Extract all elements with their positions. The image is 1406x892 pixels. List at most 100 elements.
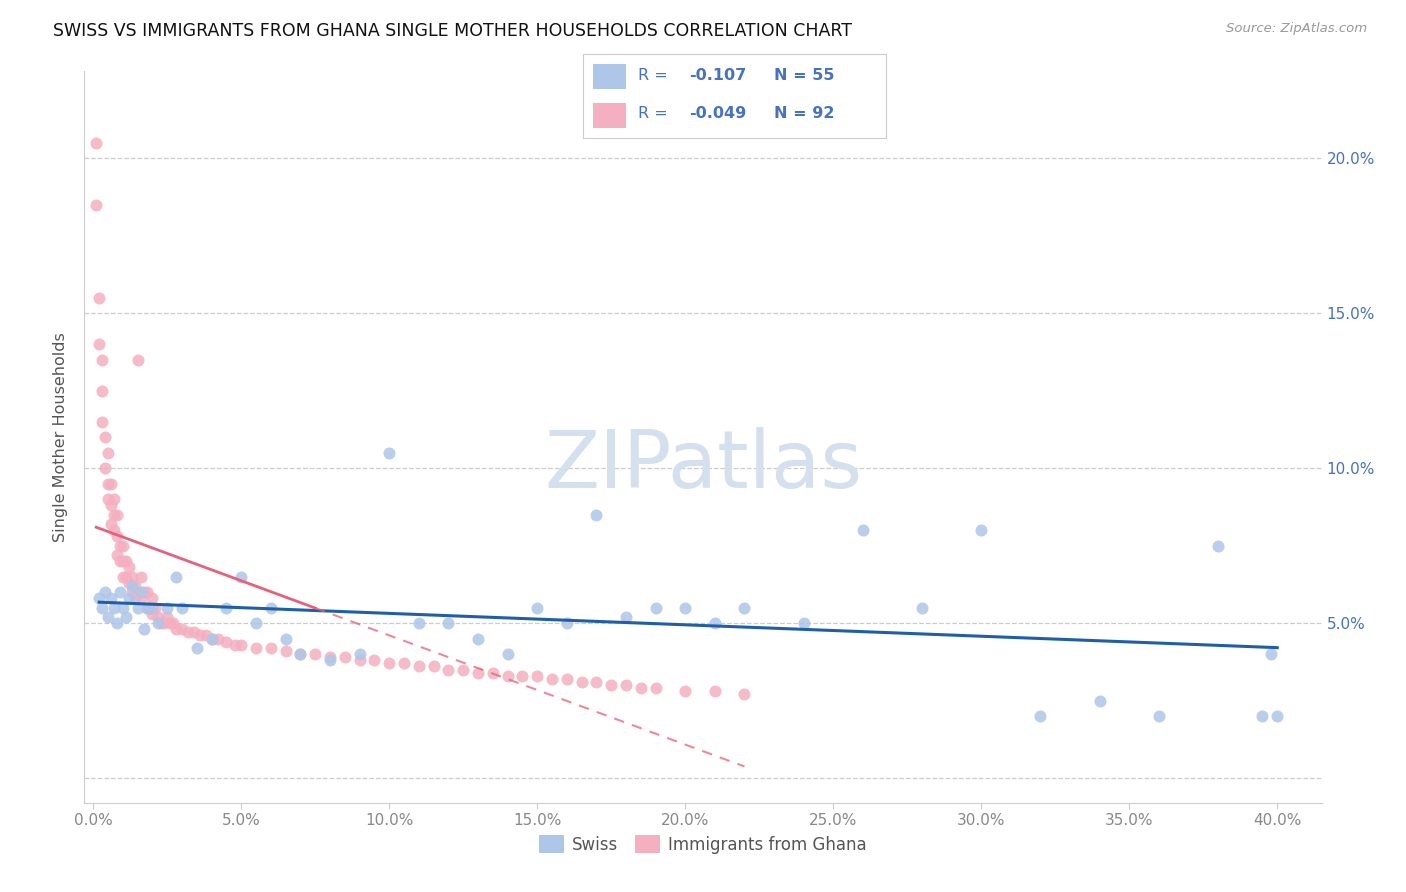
Point xyxy=(94,461,117,475)
Point xyxy=(132,585,155,599)
Point xyxy=(108,539,131,553)
Point xyxy=(215,634,238,648)
Point xyxy=(97,491,120,506)
Point xyxy=(156,610,179,624)
Point xyxy=(1265,709,1288,723)
Point xyxy=(105,615,128,630)
Point xyxy=(526,669,548,683)
Point xyxy=(103,600,125,615)
Point xyxy=(165,569,187,583)
Point xyxy=(103,508,125,522)
Point xyxy=(135,600,157,615)
Point xyxy=(201,632,224,646)
Point xyxy=(644,600,666,615)
Point xyxy=(156,600,179,615)
Legend: Swiss, Immigrants from Ghana: Swiss, Immigrants from Ghana xyxy=(533,829,873,860)
Point xyxy=(177,625,200,640)
Point xyxy=(363,653,385,667)
Point xyxy=(141,607,163,621)
Point xyxy=(733,687,755,701)
Point xyxy=(496,669,519,683)
Point xyxy=(496,647,519,661)
Point xyxy=(541,672,564,686)
Point xyxy=(644,681,666,695)
Point xyxy=(118,575,141,590)
Text: N = 55: N = 55 xyxy=(773,69,834,84)
Point xyxy=(105,529,128,543)
Point xyxy=(150,615,173,630)
Point xyxy=(378,445,401,459)
Point xyxy=(451,663,474,677)
Point xyxy=(673,684,696,698)
Point xyxy=(114,554,136,568)
Point xyxy=(89,591,111,606)
Point xyxy=(224,638,246,652)
Point xyxy=(114,569,136,583)
Point xyxy=(89,337,111,351)
Point xyxy=(333,650,356,665)
Point xyxy=(970,523,993,537)
Point xyxy=(97,445,120,459)
Point xyxy=(135,600,157,615)
Point xyxy=(170,622,193,636)
Point xyxy=(571,674,593,689)
Point xyxy=(207,632,229,646)
Point xyxy=(111,569,134,583)
Point xyxy=(91,352,114,367)
Point xyxy=(135,585,157,599)
Point xyxy=(703,615,725,630)
Point xyxy=(103,523,125,537)
Point xyxy=(84,136,107,150)
Point xyxy=(614,610,637,624)
Point xyxy=(132,622,155,636)
Point xyxy=(304,647,326,661)
Point xyxy=(100,591,122,606)
Point xyxy=(201,632,224,646)
Point xyxy=(105,508,128,522)
Point xyxy=(852,523,875,537)
Point xyxy=(392,657,415,671)
Point xyxy=(512,669,534,683)
Point xyxy=(100,476,122,491)
Point xyxy=(408,615,430,630)
Point xyxy=(467,632,489,646)
Point xyxy=(100,516,122,531)
Text: N = 92: N = 92 xyxy=(773,106,834,120)
Point xyxy=(231,638,253,652)
Point xyxy=(124,579,146,593)
Point xyxy=(108,585,131,599)
Point xyxy=(89,291,111,305)
Point xyxy=(673,600,696,615)
Point xyxy=(408,659,430,673)
Point xyxy=(194,628,217,642)
Point xyxy=(91,415,114,429)
Point xyxy=(129,591,152,606)
Point xyxy=(91,600,114,615)
Point xyxy=(290,647,312,661)
Point xyxy=(911,600,934,615)
Point xyxy=(482,665,505,680)
Point xyxy=(153,615,176,630)
Point xyxy=(630,681,652,695)
Point xyxy=(437,615,460,630)
Point xyxy=(186,640,208,655)
FancyBboxPatch shape xyxy=(592,103,626,128)
Point xyxy=(129,569,152,583)
Point xyxy=(170,600,193,615)
Point xyxy=(97,476,120,491)
Point xyxy=(84,197,107,211)
Point xyxy=(111,600,134,615)
Point xyxy=(111,539,134,553)
Point xyxy=(108,554,131,568)
Point xyxy=(260,640,283,655)
Point xyxy=(188,628,211,642)
Text: SWISS VS IMMIGRANTS FROM GHANA SINGLE MOTHER HOUSEHOLDS CORRELATION CHART: SWISS VS IMMIGRANTS FROM GHANA SINGLE MO… xyxy=(53,22,852,40)
Point xyxy=(467,665,489,680)
Point xyxy=(319,650,342,665)
Point xyxy=(733,600,755,615)
Point xyxy=(118,591,141,606)
Point xyxy=(290,647,312,661)
Point xyxy=(114,610,136,624)
Point xyxy=(94,430,117,444)
Point xyxy=(585,508,607,522)
